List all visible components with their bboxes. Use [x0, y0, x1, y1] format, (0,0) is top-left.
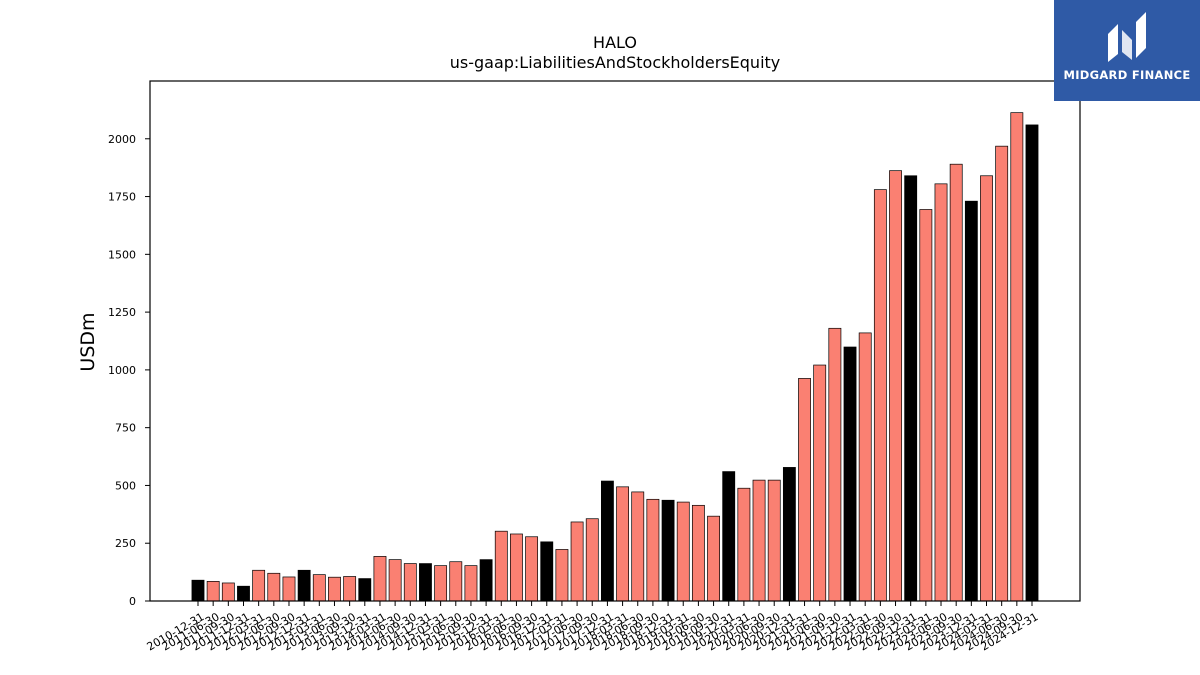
bar-2021-12-31: [843, 346, 857, 602]
bar-2020-09-30: [767, 479, 781, 602]
bar-2016-03-31: [494, 530, 508, 602]
bar-2014-06-30: [388, 559, 402, 602]
bar-2013-09-30: [343, 576, 357, 602]
bar-2017-03-31: [555, 549, 569, 602]
bar-2018-12-31: [661, 499, 675, 602]
midgard-finance-logo-icon: [1108, 12, 1146, 62]
bar-2011-09-30: [221, 582, 235, 602]
y-tick-label: 1000: [108, 364, 136, 377]
bar-2024-09-30: [1010, 112, 1024, 602]
bar-2012-03-31: [252, 569, 266, 602]
bar-2015-03-31: [434, 565, 448, 602]
bar-2020-12-31: [782, 467, 796, 602]
bar-2022-09-30: [889, 170, 902, 602]
bar-2022-12-31: [904, 175, 918, 602]
bar-2016-06-30: [510, 533, 523, 602]
x-axis: 2010-12-312011-06-302011-09-302011-12-31…: [145, 601, 1041, 653]
chart-title: HALO: [593, 33, 637, 52]
y-tick-label: 500: [115, 479, 136, 492]
bar-2023-09-30: [949, 163, 963, 602]
bar-2024-12-31: [1025, 124, 1039, 602]
bar-2021-03-31: [798, 378, 811, 602]
y-tick-label: 2000: [108, 133, 136, 146]
bar-2018-06-30: [631, 491, 645, 602]
bar-2019-09-30: [707, 515, 720, 602]
bar-2015-12-31: [479, 559, 493, 602]
bar-2013-03-31: [312, 574, 326, 602]
bar-2023-03-31: [919, 209, 933, 602]
bar-2018-09-30: [646, 498, 660, 602]
bar-2013-06-30: [328, 576, 341, 602]
y-tick-label: 1250: [108, 306, 136, 319]
bar-2012-09-30: [282, 576, 296, 602]
bar-2017-12-31: [600, 480, 614, 602]
chart-subtitle: us-gaap:LiabilitiesAndStockholdersEquity: [450, 53, 781, 72]
bar-2012-06-30: [267, 572, 281, 602]
bar-2011-06-30: [206, 581, 220, 602]
bar-2020-06-30: [752, 479, 766, 602]
bar-2019-03-31: [676, 501, 690, 602]
bar-2016-12-31: [540, 541, 554, 602]
bars-group: [191, 112, 1039, 602]
logo-text: MIDGARD FINANCE: [1063, 68, 1191, 82]
bar-2023-06-30: [934, 183, 948, 602]
bar-2021-09-30: [828, 327, 842, 602]
y-tick-label: 1750: [108, 191, 136, 204]
bar-2014-12-31: [419, 563, 432, 602]
bar-2024-06-30: [995, 145, 1009, 602]
plot-frame: [149, 80, 1081, 602]
y-axis-label: USDm: [77, 312, 99, 371]
bar-2018-03-31: [616, 486, 630, 602]
bar-2017-09-30: [585, 518, 599, 602]
bar-2014-03-31: [373, 556, 387, 602]
bar-2015-06-30: [449, 561, 463, 602]
bar-2019-12-31: [722, 471, 736, 602]
y-tick-label: 750: [115, 422, 136, 435]
bar-2010-12-31: [191, 579, 205, 602]
bar-2024-03-31: [980, 175, 993, 602]
bar-2020-03-31: [737, 487, 751, 602]
bar-2014-09-30: [403, 563, 417, 602]
bar-2021-06-30: [813, 364, 827, 602]
brand-logo: MIDGARD FINANCE: [1054, 0, 1200, 101]
bar-2019-06-30: [691, 504, 705, 602]
bar-2012-12-31: [297, 569, 311, 602]
bar-2022-03-31: [858, 332, 872, 602]
bar-2017-06-30: [570, 521, 584, 602]
y-tick-label: 0: [129, 595, 136, 608]
y-tick-label: 1500: [108, 248, 136, 261]
bar-2015-09-30: [464, 565, 478, 602]
bar-2016-09-30: [525, 536, 539, 602]
bar-2013-12-31: [358, 578, 372, 602]
bar-2011-12-31: [237, 585, 250, 602]
bar-2023-12-31: [964, 200, 978, 602]
y-axis: 0 250 500 750 1000 1250 1500 1750 2000: [108, 133, 150, 608]
bar-2022-06-30: [873, 189, 887, 602]
y-tick-label: 250: [115, 537, 136, 550]
